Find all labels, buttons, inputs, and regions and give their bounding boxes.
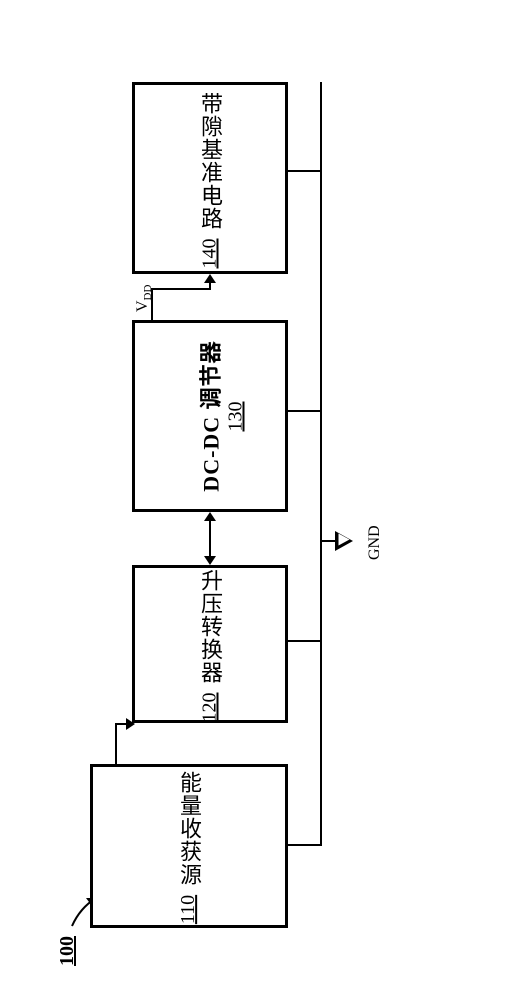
- block-ref: 120: [199, 693, 222, 723]
- figure-reference: 100: [56, 936, 79, 966]
- block-label: DC-DC 调节器: [194, 340, 226, 491]
- block-dcdc-regulator: DC-DC 调节器 130: [132, 320, 288, 512]
- block-ref: 130: [225, 401, 248, 431]
- vdd-label: VDD: [134, 285, 154, 312]
- wire: [115, 723, 117, 764]
- block-energy-source: 能量收获源 110: [90, 764, 288, 928]
- wire: [209, 520, 211, 557]
- arrowhead: [126, 718, 135, 730]
- gnd-label: GND: [366, 525, 384, 560]
- gnd-stub: [288, 640, 322, 642]
- gnd-bus: [320, 676, 322, 846]
- arrowhead: [204, 556, 216, 565]
- gnd-stub: [288, 844, 322, 846]
- block-bandgap: 带隙基准电路 140: [132, 82, 288, 274]
- block-label: 能量收获源: [173, 771, 205, 886]
- block-label: 带隙基准电路: [194, 92, 226, 230]
- gnd-stub: [288, 170, 322, 172]
- block-ref: 140: [199, 238, 222, 268]
- gnd-stub: [288, 410, 322, 412]
- arrowhead: [204, 512, 216, 521]
- block-ref: 110: [177, 895, 200, 924]
- arrowhead: [204, 274, 216, 283]
- gnd-symbol-inner: [339, 534, 350, 546]
- diagram-canvas: 100 能量收获源 110 升压转换器 120 DC-DC 调节器 130 带隙…: [0, 0, 511, 1000]
- block-boost-converter: 升压转换器 120: [132, 565, 288, 723]
- wire-vdd: [151, 288, 209, 290]
- block-label: 升压转换器: [194, 569, 226, 684]
